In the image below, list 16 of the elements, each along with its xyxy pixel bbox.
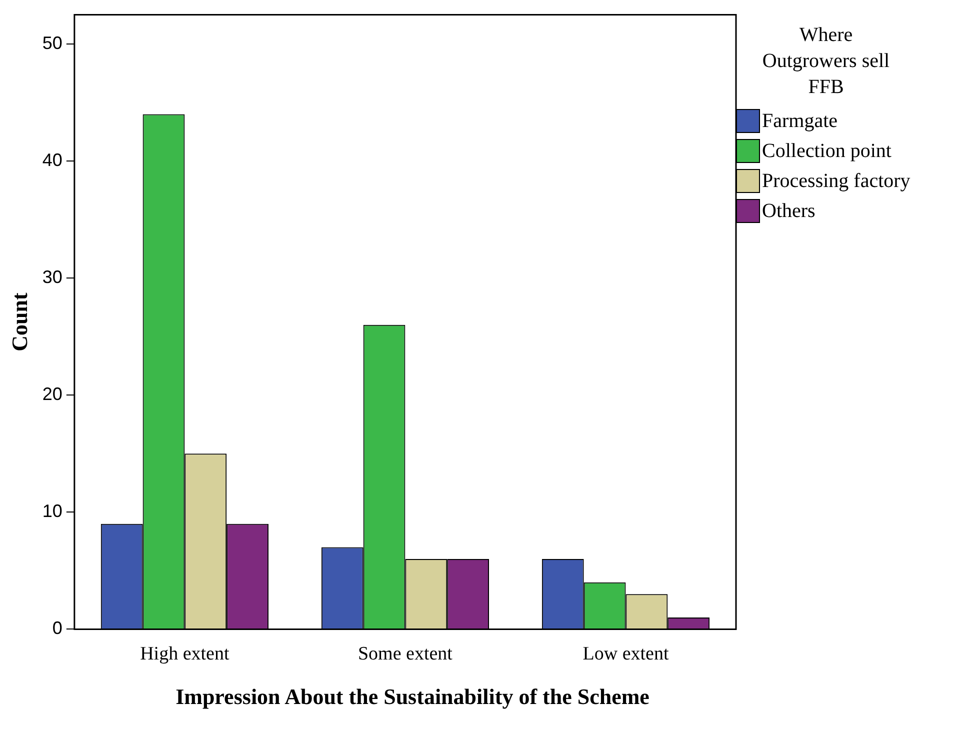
y-axis-title: Count xyxy=(6,292,32,352)
y-tick-label: 20 xyxy=(42,384,62,404)
x-tick-label: Some extent xyxy=(358,644,454,665)
x-tick-label: High extent xyxy=(140,644,230,665)
x-tick-label: Low extent xyxy=(582,644,670,665)
y-tick-label: 30 xyxy=(42,267,62,288)
legend-label: Collection point xyxy=(762,140,892,162)
y-tick-label: 0 xyxy=(52,618,62,638)
legend-label: Others xyxy=(762,200,816,222)
y-tick-label: 40 xyxy=(42,150,62,170)
legend-title: Where Outgrowers sell FFB xyxy=(761,23,891,100)
y-tick-label: 10 xyxy=(42,501,62,522)
legend-label: Farmgate xyxy=(762,110,838,132)
y-tick-label: 50 xyxy=(42,33,62,54)
x-axis-title: Impression About the Sustainability of the Scheme xyxy=(176,684,650,710)
legend-label: Processing factory xyxy=(762,170,910,192)
